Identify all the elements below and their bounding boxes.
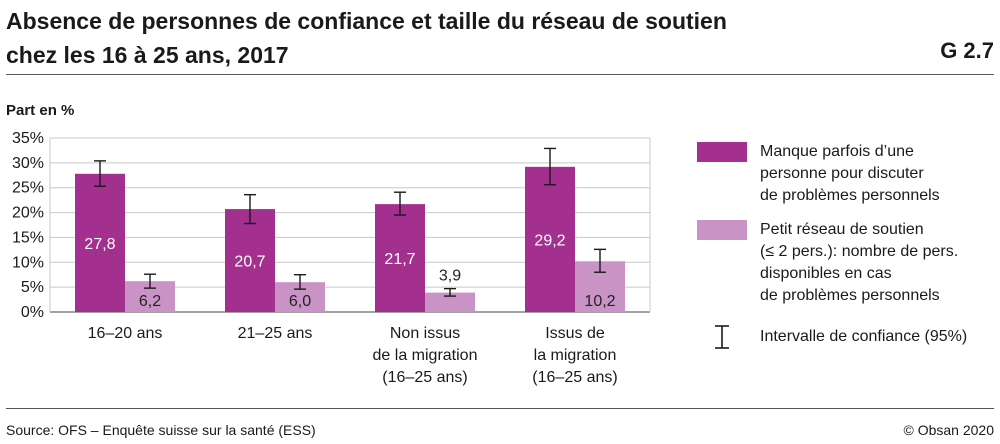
bar xyxy=(375,204,425,312)
y-tick-label: 15% xyxy=(12,229,44,246)
bar xyxy=(75,173,125,312)
data-label: 20,7 xyxy=(234,254,265,271)
data-label: 6,0 xyxy=(289,293,311,310)
confidence-interval-icon xyxy=(715,325,729,349)
x-tick-label: la migration xyxy=(534,347,617,364)
x-tick-label: Non issus xyxy=(390,325,460,342)
data-label: 29,2 xyxy=(534,232,565,249)
x-tick-label: (16–25 ans) xyxy=(532,369,617,386)
legend-swatch-series-2 xyxy=(697,220,747,240)
header-rule xyxy=(6,74,994,75)
legend-confidence-interval: Intervalle de confiance (95%) xyxy=(760,328,968,345)
legend-series-2-line: Petit réseau de soutien xyxy=(760,221,924,238)
x-tick-label: 21–25 ans xyxy=(238,325,313,342)
y-tick-label: 30% xyxy=(12,155,44,172)
chart-title-line-2: chez les 16 à 25 ans, 2017 xyxy=(6,42,289,68)
x-tick-label: de la migration xyxy=(373,347,478,364)
legend-series-1-line: de problèmes personnels xyxy=(760,187,940,204)
copyright-note: © Obsan 2020 xyxy=(903,422,995,438)
y-tick-label: 20% xyxy=(12,205,44,222)
x-tick-label: Issus de xyxy=(545,325,605,342)
data-label: 10,2 xyxy=(584,293,615,310)
legend-entry-series-2: Petit réseau de soutien (≤ 2 pers.): nom… xyxy=(760,219,958,307)
legend-series-2-line: de problèmes personnels xyxy=(760,287,940,304)
data-label: 21,7 xyxy=(384,251,415,268)
chart-title-line-1: Absence de personnes de confiance et tai… xyxy=(6,8,727,34)
chart-title: Absence de personnes de confiance et tai… xyxy=(6,4,727,72)
footer-rule xyxy=(6,408,994,409)
legend-series-1-line: personne pour discuter xyxy=(760,165,924,182)
y-axis-label: Part en % xyxy=(6,102,75,119)
y-tick-label: 10% xyxy=(12,254,44,271)
bar xyxy=(225,209,275,312)
bar xyxy=(425,292,475,312)
y-tick-label: 25% xyxy=(12,180,44,197)
legend-series-1-line: Manque parfois d’une xyxy=(760,143,914,160)
legend-swatch-series-1 xyxy=(697,142,747,162)
x-tick-label: (16–25 ans) xyxy=(382,369,467,386)
legend-series-2-line: disponibles en cas xyxy=(760,265,892,282)
bar xyxy=(525,166,575,312)
data-label: 27,8 xyxy=(84,236,115,253)
source-note: Source: OFS – Enquête suisse sur la sant… xyxy=(6,422,316,438)
y-tick-label: 35% xyxy=(12,130,44,147)
y-tick-label: 0% xyxy=(21,304,44,321)
figure-code: G 2.7 xyxy=(940,38,994,63)
x-tick-label: 16–20 ans xyxy=(88,325,163,342)
y-tick-label: 5% xyxy=(21,279,44,296)
legend-entry-series-1: Manque parfois d’une personne pour discu… xyxy=(760,141,940,207)
legend-series-2-line: (≤ 2 pers.): nombre de pers. xyxy=(760,243,959,260)
data-label: 6,2 xyxy=(139,293,161,310)
data-label: 3,9 xyxy=(439,268,461,285)
